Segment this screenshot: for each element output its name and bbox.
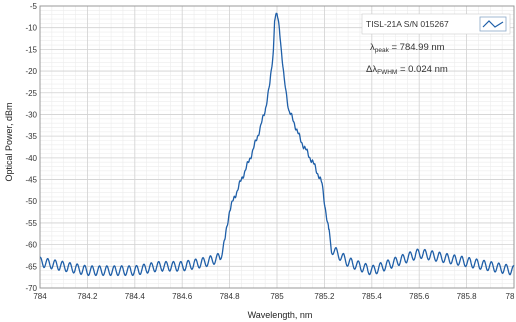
x-tick-label: 784.2 — [77, 292, 98, 301]
fwhm-value: = 0.024 nm — [397, 64, 448, 75]
fwhm-subscript: FWHM — [377, 69, 397, 76]
fwhm-annotation: ΔλFWHM = 0.024 nm — [366, 64, 448, 76]
y-tick-label: -55 — [25, 219, 37, 228]
y-tick-label: -20 — [25, 67, 37, 76]
y-tick-label: -25 — [25, 89, 37, 98]
x-tick-label: 784.4 — [125, 292, 146, 301]
x-tick-label: 785.6 — [409, 292, 430, 301]
grid — [39, 5, 515, 289]
x-tick-label: 784 — [33, 292, 47, 301]
legend-swatch — [479, 16, 507, 32]
peak-symbol: λ — [370, 42, 375, 53]
plot-frame — [39, 5, 515, 289]
fwhm-symbol: Δλ — [366, 64, 377, 75]
y-tick-label: -50 — [25, 197, 37, 206]
legend: TISL-21A S/N 015267 — [361, 13, 511, 35]
y-tick-label: -65 — [25, 262, 37, 271]
y-tick-label: -15 — [25, 45, 37, 54]
peak-value: = 784.99 nm — [389, 42, 445, 53]
y-tick-label: -30 — [25, 110, 37, 119]
x-tick-label: 785.4 — [362, 292, 383, 301]
x-tick-label: 785 — [270, 292, 284, 301]
x-tick-label: 785.2 — [314, 292, 335, 301]
y-axis-ticks: -5 -10 -15 -20 -25 -30 -35 -40 -45 -50 -55 -60 -65 -7… — [25, 2, 37, 293]
y-tick-label: -70 — [25, 284, 37, 293]
y-tick-label: -35 — [25, 132, 37, 141]
x-axis-label: Wavelength, nm — [248, 310, 313, 320]
peak-annotation: λpeak = 784.99 nm — [370, 42, 445, 54]
y-tick-label: -45 — [25, 176, 37, 185]
y-axis-label: Optical Power, dBm — [4, 102, 14, 181]
series-line — [39, 12, 515, 277]
x-tick-label: 785.8 — [457, 292, 478, 301]
y-tick-label: -40 — [25, 154, 37, 163]
peak-subscript: peak — [375, 47, 390, 54]
x-tick-label: 784.6 — [172, 292, 193, 301]
y-tick-label: -10 — [25, 24, 37, 33]
legend-entry: TISL-21A S/N 015267 — [366, 19, 449, 29]
legend-box — [361, 13, 511, 35]
x-tick-label: 78 — [506, 292, 515, 301]
y-tick-label: -60 — [25, 241, 37, 250]
x-axis-ticks: 784 784.2 784.4 784.6 784.8 785 785.2 785.4 785.… — [33, 292, 515, 301]
legend-line-icon — [482, 20, 504, 28]
x-tick-label: 784.8 — [220, 292, 241, 301]
y-tick-label: -5 — [30, 2, 38, 11]
